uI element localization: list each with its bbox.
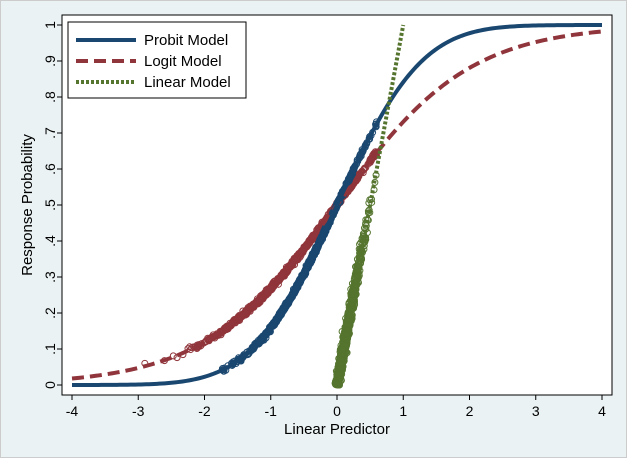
x-tick-label: -3 xyxy=(132,403,145,419)
x-tick-label: -2 xyxy=(198,403,211,419)
linear-scatter-point xyxy=(364,207,372,215)
linear-curve xyxy=(335,24,406,386)
y-axis-label: Response Probability xyxy=(19,134,36,276)
legend-label: Probit Model xyxy=(144,32,228,49)
curve-layer xyxy=(71,23,603,387)
y-tick-label: .9 xyxy=(42,55,58,67)
logit-scatter-point xyxy=(371,151,379,159)
y-tick-label: .5 xyxy=(42,199,58,211)
x-axis: -4 -3 -2 -1 0 1 2 3 4 xyxy=(66,395,606,419)
y-tick-label: .1 xyxy=(42,343,58,355)
y-tick-label: 0 xyxy=(42,381,58,389)
y-axis: 0 .1 .2 .3 .4 .5 .6 .7 .8 .9 1 xyxy=(42,21,62,389)
y-tick-label: 1 xyxy=(42,21,58,29)
y-tick-label: .4 xyxy=(42,235,58,247)
x-tick-label: -1 xyxy=(265,403,278,419)
linear-scatter-point xyxy=(362,216,370,224)
legend: Probit Model Logit Model Linear Model xyxy=(67,21,247,99)
x-tick-label: 0 xyxy=(333,403,341,419)
probit-curve xyxy=(72,23,602,387)
legend-label: Linear Model xyxy=(144,74,231,91)
linear-scatter-point xyxy=(338,366,346,374)
x-axis-label: Linear Predictor xyxy=(284,421,390,438)
y-tick-label: .7 xyxy=(42,127,58,139)
y-tick-label: .3 xyxy=(42,271,58,283)
x-tick-label: 1 xyxy=(399,403,407,419)
y-tick-label: .8 xyxy=(42,91,58,103)
x-tick-label: -4 xyxy=(66,403,79,419)
x-tick-label: 4 xyxy=(598,403,606,419)
x-tick-label: 2 xyxy=(466,403,474,419)
linear-scatter-point xyxy=(371,178,379,186)
y-tick-label: .2 xyxy=(42,307,58,319)
y-tick-label: .6 xyxy=(42,163,58,175)
linear-scatter-point xyxy=(355,245,363,253)
x-tick-label: 3 xyxy=(532,403,540,419)
logit-scatter-point xyxy=(169,352,177,360)
logit-scatter-point xyxy=(187,346,195,354)
linear-scatter-point xyxy=(333,380,341,388)
legend-label: Logit Model xyxy=(144,53,222,70)
